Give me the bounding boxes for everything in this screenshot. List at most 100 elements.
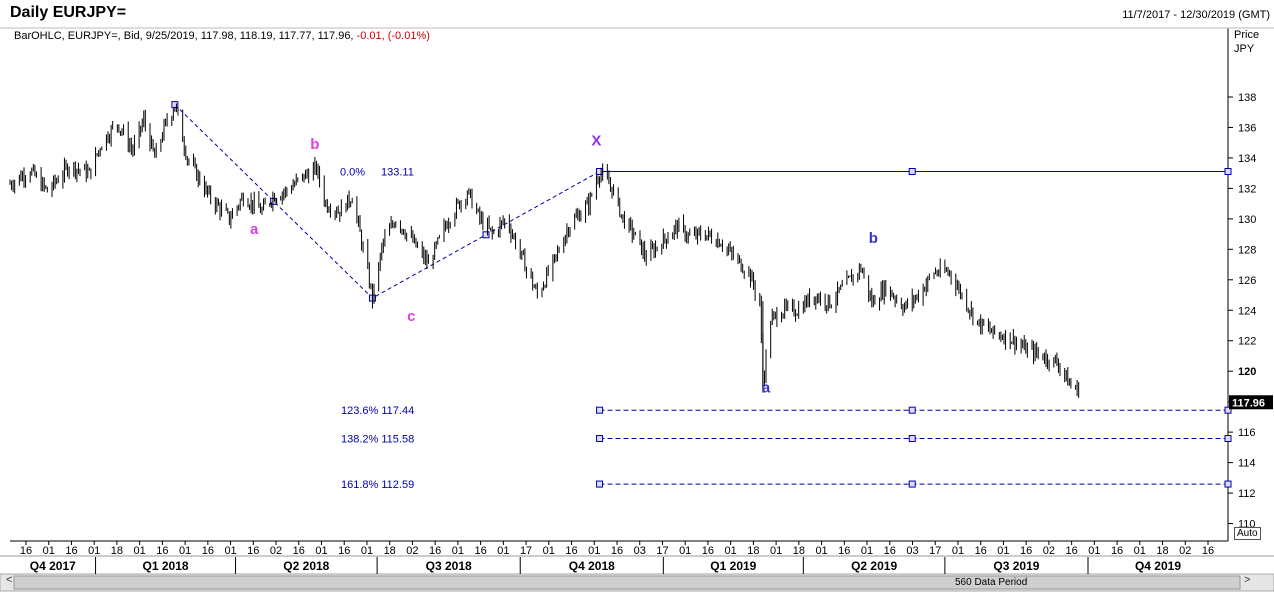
fib-handle [596, 406, 604, 414]
fib-handle [1224, 435, 1232, 443]
y-tick-label: 120 [1238, 366, 1256, 378]
day-tick-label: 16 [1111, 545, 1123, 557]
last-price-box [1229, 395, 1273, 410]
wave-dashed-line [174, 104, 600, 299]
day-tick-label: 16 [838, 545, 850, 557]
fib-label: 161.8% 112.59 [341, 479, 414, 491]
fib-handle [908, 480, 916, 488]
day-tick-label: 16 [1065, 545, 1077, 557]
quarter-label: Q2 2018 [283, 559, 329, 573]
day-tick-label: 16 [20, 545, 32, 557]
wave-label: b [310, 136, 319, 153]
day-tick-label: 17 [520, 545, 532, 557]
day-tick-label: 01 [1134, 545, 1146, 557]
quarter-label: Q1 2018 [143, 559, 189, 573]
scrollbar-thumb [13, 575, 1241, 590]
fib-handle [596, 480, 604, 488]
day-tick-label: 01 [43, 545, 55, 557]
day-tick-label: 16 [565, 545, 577, 557]
day-tick-label: 16 [884, 545, 896, 557]
y-tick-label: 138 [1238, 92, 1256, 104]
day-tick-label: 01 [224, 545, 236, 557]
fib-handle [908, 167, 916, 175]
fib-percent-label: 0.0% [340, 166, 365, 178]
fib-price-label: 133.11 [381, 166, 414, 178]
fib-handle [908, 406, 916, 414]
auto-scale-button[interactable]: Auto [1234, 527, 1261, 540]
day-tick-label: 16 [429, 545, 441, 557]
day-tick-label: 16 [1020, 545, 1032, 557]
day-tick-label: 01 [725, 545, 737, 557]
day-tick-label: 16 [247, 545, 259, 557]
day-tick-label: 16 [293, 545, 305, 557]
quarter-label: Q4 2018 [569, 559, 615, 573]
price-axis-label: Price JPY [1234, 28, 1259, 56]
day-tick-label: 16 [702, 545, 714, 557]
day-tick-label: 18 [1156, 545, 1168, 557]
day-tick-label: 01 [497, 545, 509, 557]
y-tick-label: 122 [1238, 336, 1256, 348]
ohlc-info: BarOHLC, EURJPY=, Bid, 9/25/2019, 117.98… [14, 30, 430, 42]
price-axis: 1101121141161181201221241261281301321341… [1228, 92, 1273, 531]
fib-handle [1224, 406, 1232, 414]
day-tick-label: 17 [929, 545, 941, 557]
date-range: 11/7/2017 - 12/30/2019 (GMT) [1122, 9, 1270, 21]
quarter-label: Q3 2018 [426, 559, 472, 573]
wave-mid-handle [482, 231, 490, 239]
day-tick-label: 01 [179, 545, 191, 557]
day-tick-label: 16 [65, 545, 77, 557]
wave-handle [171, 101, 179, 109]
day-tick-label: 01 [770, 545, 782, 557]
y-tick-label: 132 [1238, 183, 1256, 195]
day-tick-label: 03 [634, 545, 646, 557]
day-tick-label: 02 [270, 545, 282, 557]
last-price-label: 117.96 [1232, 397, 1265, 409]
time-axis: 16 01 16 01 18 01 16 01 16 01 16 02 16 01 16 01 18 02 16 01… [20, 541, 1214, 574]
wave-label: X [591, 133, 601, 150]
wave-lines [171, 101, 604, 302]
day-tick-label: 01 [134, 545, 146, 557]
price-label: Price [1234, 29, 1260, 41]
quarter-label: Q4 2017 [30, 559, 76, 573]
day-tick-label: 16 [1202, 545, 1214, 557]
quarter-label: Q1 2019 [710, 559, 756, 573]
day-tick-label: 17 [656, 545, 668, 557]
fib-handle [596, 435, 604, 443]
fib-label: 123.6% 117.44 [341, 405, 414, 417]
quarter-label: Q2 2019 [851, 559, 897, 573]
scroll-left-icon[interactable]: < [6, 574, 13, 586]
chart-title: Daily EURJPY= [10, 4, 127, 21]
y-tick-label: 128 [1238, 244, 1256, 256]
day-tick-label: 01 [315, 545, 327, 557]
y-tick-label: 112 [1238, 488, 1256, 500]
day-tick-label: 18 [747, 545, 759, 557]
day-tick-label: 01 [679, 545, 691, 557]
y-tick-label: 126 [1238, 275, 1256, 287]
day-tick-label: 02 [1043, 545, 1055, 557]
ohlc-bars [9, 103, 1080, 398]
ohlc-values: BarOHLC, EURJPY=, Bid, 9/25/2019, 117.98… [14, 30, 357, 42]
quarter-label: Q3 2019 [993, 559, 1039, 573]
scroll-right-icon[interactable]: > [1244, 574, 1251, 586]
day-tick-label: 16 [474, 545, 486, 557]
day-tick-label: 18 [384, 545, 396, 557]
day-tick-label: 16 [156, 545, 168, 557]
currency-label: JPY [1234, 43, 1255, 55]
y-tick-label: 114 [1238, 458, 1256, 470]
wave-handle [596, 167, 604, 175]
day-tick-label: 02 [406, 545, 418, 557]
fib-handle [1224, 480, 1232, 488]
data-period-label: 560 Data Period [955, 577, 1028, 588]
wave-mid-handle [270, 197, 278, 205]
day-tick-label: 01 [452, 545, 464, 557]
day-tick-label: 18 [111, 545, 123, 557]
fibonacci-levels: 0.0% 133.11 123.6% 117.44 138.2% 115.58 161.… [340, 166, 1232, 491]
day-tick-label: 01 [588, 545, 600, 557]
quarter-label: Q4 2019 [1135, 559, 1181, 573]
y-tick-label: 134 [1238, 153, 1256, 165]
ohlc-change: -0.01, (-0.01%) [356, 30, 430, 42]
day-tick-label: 01 [997, 545, 1009, 557]
day-tick-label: 16 [338, 545, 350, 557]
day-tick-label: 01 [815, 545, 827, 557]
